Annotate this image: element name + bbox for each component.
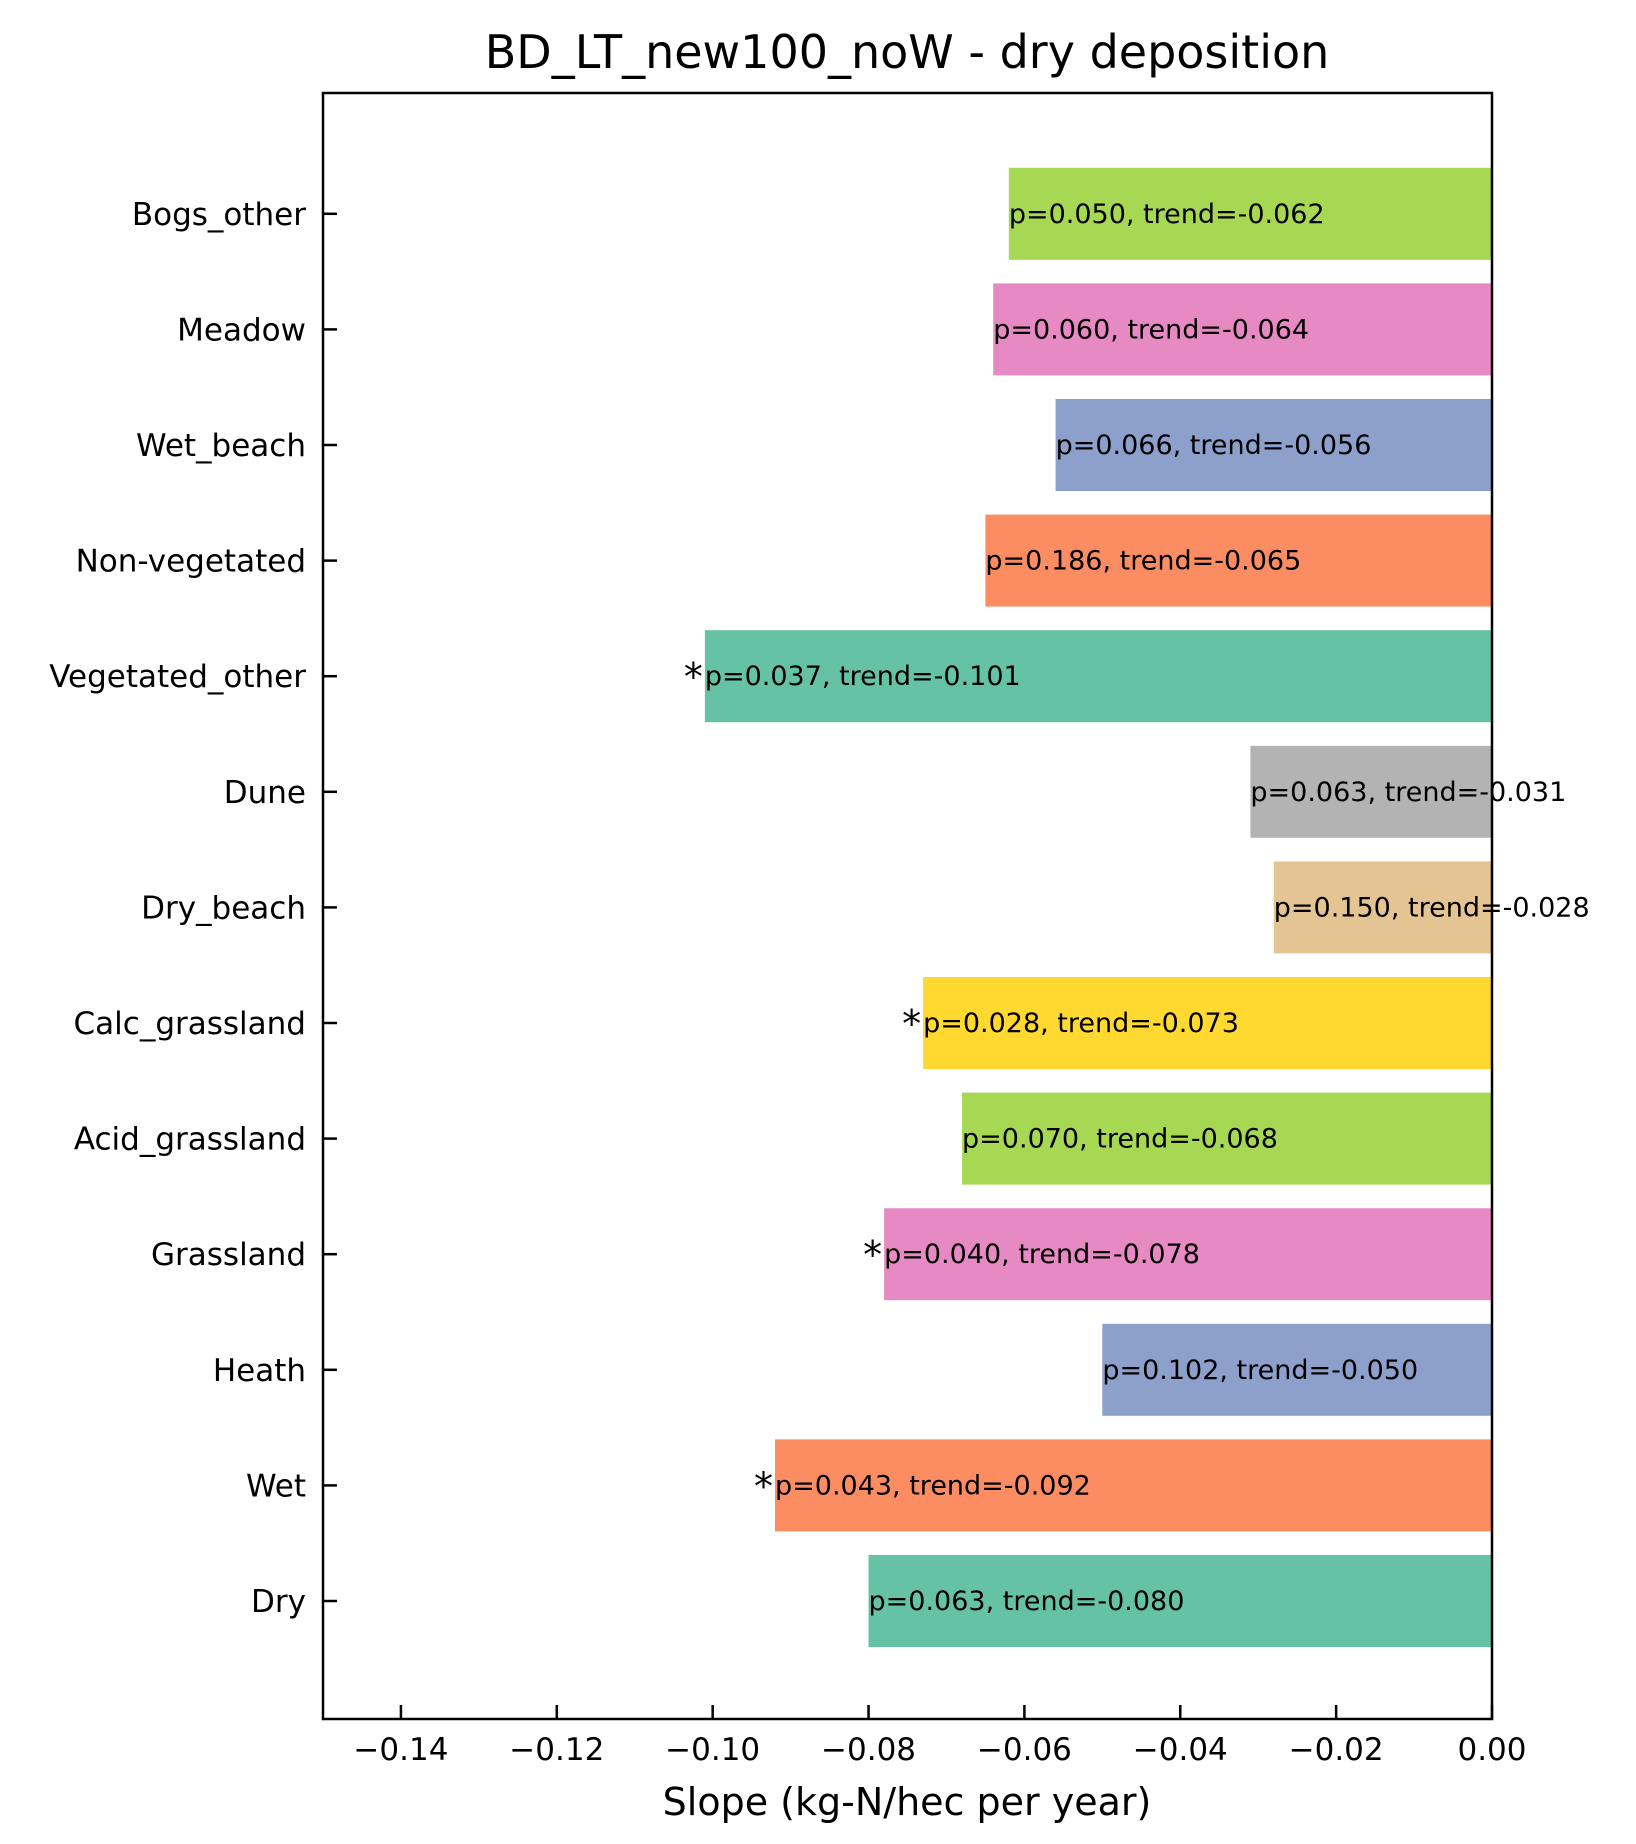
x-tick-label: −0.10 <box>665 1732 760 1768</box>
x-tick-label: −0.12 <box>509 1732 604 1768</box>
x-tick-label: −0.08 <box>821 1732 916 1768</box>
bar-dry-beach <box>1273 861 1492 954</box>
bar-bogs-other <box>1008 167 1492 260</box>
x-tick-label: −0.04 <box>1133 1732 1228 1768</box>
bar-value-label: p=0.043, trend=-0.092 <box>775 1470 1091 1501</box>
x-axis: −0.14 −0.12 −0.10 −0.08 −0.06 −0.04 −0.02 0.00 <box>353 1705 1527 1768</box>
x-tick-label: −0.02 <box>1289 1732 1384 1768</box>
bar-value-label: p=0.063, trend=-0.031 <box>1250 777 1566 808</box>
bar-wet-beach <box>1055 399 1492 491</box>
y-tick-label: Calc_grassland <box>74 1006 306 1042</box>
bar-meadow <box>993 283 1492 376</box>
x-tick-label: −0.14 <box>353 1732 448 1768</box>
bar-value-label: p=0.060, trend=-0.064 <box>993 314 1309 345</box>
bar-dune <box>1250 745 1492 838</box>
x-tick-label: 0.00 <box>1457 1732 1526 1768</box>
y-tick-label: Wet <box>246 1468 306 1504</box>
significance-marker: * <box>863 1233 882 1277</box>
bar-labels-group: p=0.063, trend=-0.080 p=0.043, trend=-0.0… <box>684 199 1590 1617</box>
bar-acid-grassland <box>962 1092 1492 1185</box>
bar-value-label: p=0.102, trend=-0.050 <box>1102 1355 1418 1386</box>
bar-value-label: p=0.186, trend=-0.065 <box>985 546 1301 577</box>
bar-wet <box>775 1439 1492 1532</box>
y-tick-label: Vegetated_other <box>49 659 306 695</box>
significance-marker: * <box>684 655 703 699</box>
bar-dry <box>868 1555 1492 1647</box>
y-axis: Dry Wet Heath Grassland Acid_grassland Calc_g… <box>49 197 337 1620</box>
y-tick-label: Grassland <box>151 1237 306 1273</box>
bar-value-label: p=0.037, trend=-0.101 <box>705 661 1021 692</box>
x-tick-label: −0.06 <box>977 1732 1072 1768</box>
y-tick-label: Heath <box>213 1353 306 1389</box>
significance-marker: * <box>902 1002 921 1046</box>
y-tick-label: Acid_grassland <box>74 1122 306 1158</box>
y-tick-label: Dry <box>251 1584 306 1620</box>
significance-marker: * <box>754 1464 773 1508</box>
y-tick-label: Non-vegetated <box>76 544 306 580</box>
y-tick-label: Wet_beach <box>136 428 306 464</box>
y-tick-label: Dune <box>224 775 306 811</box>
plot-frame <box>321 91 1494 1721</box>
bar-value-label: p=0.066, trend=-0.056 <box>1056 430 1372 461</box>
bar-value-label: p=0.063, trend=-0.080 <box>869 1586 1185 1617</box>
bar-value-label: p=0.050, trend=-0.062 <box>1009 199 1325 230</box>
bar-calc-grassland <box>923 977 1492 1069</box>
bar-value-label: p=0.150, trend=-0.028 <box>1274 892 1590 923</box>
bar-heath <box>1102 1323 1492 1416</box>
y-tick-label: Dry_beach <box>141 890 306 926</box>
bar-value-label: p=0.040, trend=-0.078 <box>884 1239 1200 1270</box>
bar-value-label: p=0.028, trend=-0.073 <box>923 1008 1239 1039</box>
x-axis-label: Slope (kg-N/hec per year) <box>663 1780 1152 1824</box>
chart-title: BD_LT_new100_noW - dry deposition <box>485 25 1330 79</box>
bar-non-vegetated <box>985 514 1492 607</box>
bar-value-label: p=0.070, trend=-0.068 <box>962 1124 1278 1155</box>
bar-grassland <box>884 1208 1492 1301</box>
y-tick-label: Meadow <box>177 312 306 348</box>
bars-group <box>704 167 1492 1647</box>
bar-vegetated-other <box>704 630 1492 723</box>
y-tick-label: Bogs_other <box>132 197 306 233</box>
